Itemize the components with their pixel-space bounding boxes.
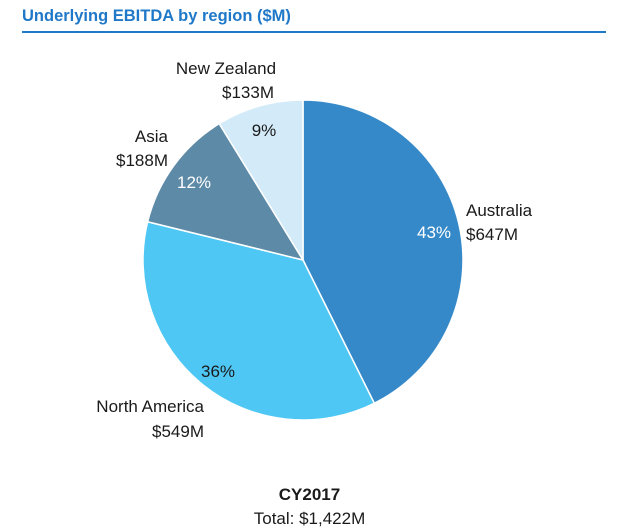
- label-australia-value: $647M: [466, 225, 518, 244]
- label-asia-value: $188M: [116, 151, 168, 170]
- period-label: CY2017: [278, 485, 341, 504]
- label-north-america-value: $549M: [152, 422, 204, 441]
- pie-slice-asia: [146, 122, 305, 262]
- pie-slice-north-america: [142, 220, 376, 421]
- label-asia-name: Asia: [135, 127, 169, 146]
- label-north-america-name: North America: [96, 397, 204, 416]
- label-australia-name: Australia: [466, 201, 533, 220]
- label-asia-percent: 12%: [177, 173, 211, 192]
- title-divider: [22, 31, 606, 33]
- label-new-zealand-percent: 9%: [252, 121, 277, 140]
- chart-title: Underlying EBITDA by region ($M): [22, 7, 291, 25]
- label-north-america-percent: 36%: [201, 362, 235, 381]
- total-label: Total: $1,422M: [253, 509, 366, 528]
- pie-slices: [142, 99, 464, 421]
- label-new-zealand-name: New Zealand: [176, 59, 276, 78]
- pie-slice-new-zealand: [218, 99, 304, 263]
- label-new-zealand-value: $133M: [222, 83, 274, 102]
- pie-slice-australia: [302, 99, 464, 405]
- label-australia-percent: 43%: [417, 223, 451, 242]
